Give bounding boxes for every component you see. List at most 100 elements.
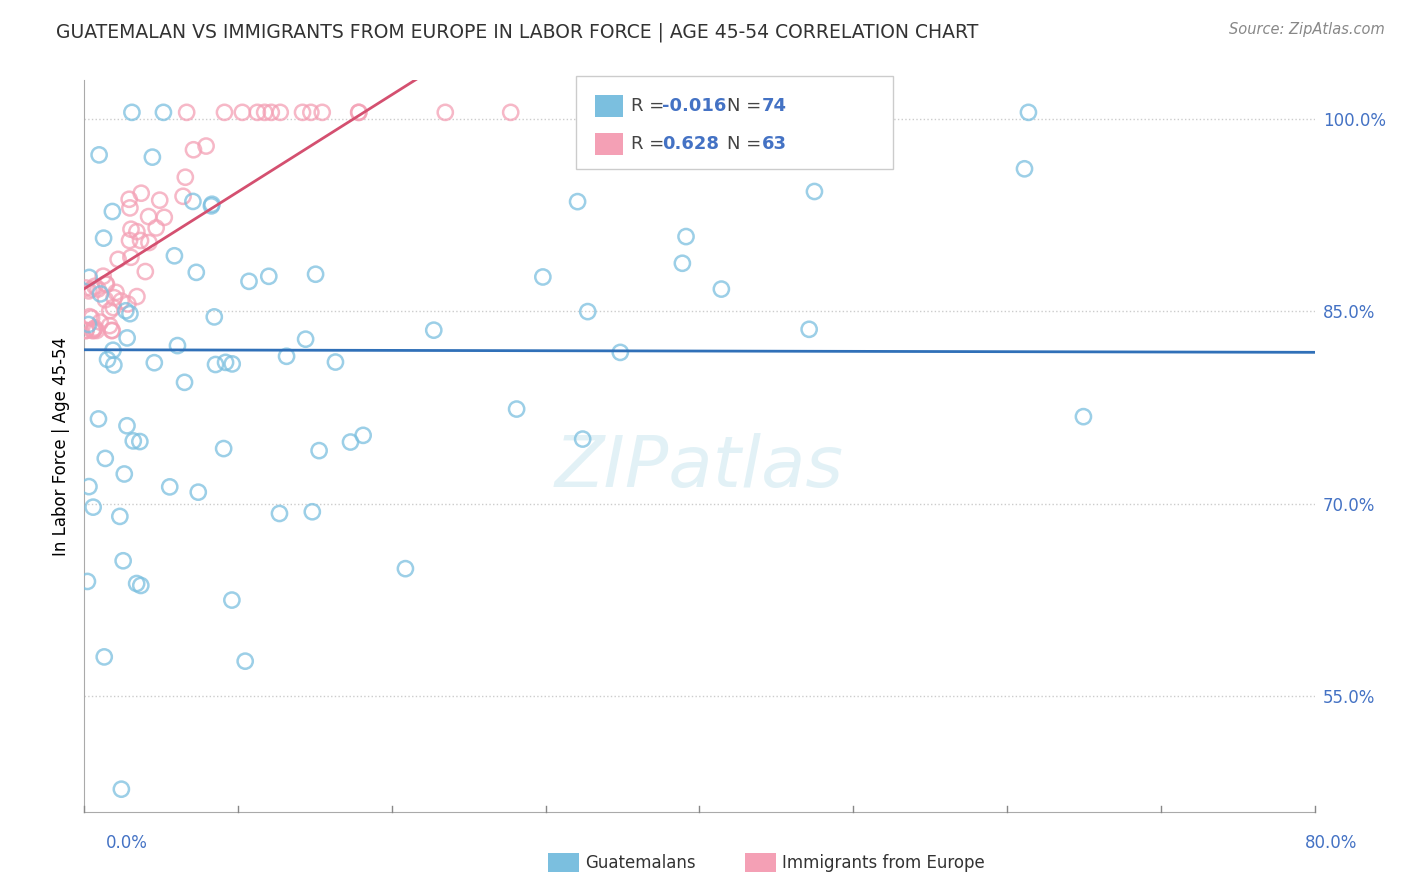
Point [134,264,156,278]
Point [103,358,125,372]
Point [183,143,205,157]
Point [101,324,124,338]
Point [204,358,226,372]
Point [98,318,121,333]
Point [212,442,235,456]
Point [276,349,298,363]
Y-axis label: In Labor Force | Age 45-54: In Labor Force | Age 45-54 [52,336,70,556]
Point [141,150,163,164]
Point [149,193,172,207]
Point [98,303,121,318]
Point [80,282,103,296]
Text: Source: ZipAtlas.com: Source: ZipAtlas.com [1229,22,1385,37]
Point [675,229,697,244]
Text: N =: N = [727,96,766,114]
Point [233,654,256,668]
Point [347,105,370,120]
Point [299,105,322,120]
Text: 0.628: 0.628 [662,135,720,153]
Point [221,593,243,607]
Point [294,332,316,346]
Point [238,274,260,288]
Point [115,331,138,345]
Point [138,235,160,250]
Point [125,225,148,239]
Point [671,256,693,270]
Point [75,324,97,338]
Point [77,480,100,494]
Text: 63: 63 [762,135,787,153]
Point [253,105,276,120]
Point [120,222,142,236]
Point [75,324,97,338]
Text: R =: R = [631,96,671,114]
Point [301,505,323,519]
Point [173,376,195,390]
Point [163,249,186,263]
Point [77,318,100,332]
Point [82,324,104,338]
Text: 74: 74 [762,96,787,114]
Point [214,355,236,369]
Point [803,185,825,199]
Point [89,148,111,162]
Point [120,250,142,264]
Point [325,355,347,369]
Point [83,321,105,335]
Point [181,194,204,209]
Point [214,105,236,120]
Point [138,210,160,224]
Point [122,434,145,448]
Point [260,105,283,120]
Text: 80.0%: 80.0% [1305,834,1357,852]
Text: N =: N = [727,135,766,153]
Point [576,304,599,318]
Point [269,507,291,521]
Point [83,322,105,336]
Text: ZIPatlas: ZIPatlas [555,434,844,502]
Point [77,284,100,298]
Point [118,234,141,248]
Point [145,221,167,235]
Point [118,201,141,215]
Point [91,269,114,284]
Text: GUATEMALAN VS IMMIGRANTS FROM EUROPE IN LABOR FORCE | AGE 45-54 CORRELATION CHAR: GUATEMALAN VS IMMIGRANTS FROM EUROPE IN … [56,22,979,42]
Point [186,265,208,279]
Point [423,323,446,337]
Point [118,307,141,321]
Point [257,269,280,284]
Point [80,310,103,325]
Point [93,231,115,245]
Point [89,315,111,329]
Point [125,289,148,303]
Text: R =: R = [631,135,671,153]
Point [1017,105,1039,120]
Point [143,356,166,370]
Text: 0.0%: 0.0% [105,834,148,852]
Point [347,105,370,120]
Point [96,352,118,367]
Point [221,357,243,371]
Text: Guatemalans: Guatemalans [585,854,696,871]
Point [101,204,124,219]
Point [269,105,291,120]
Point [710,282,733,296]
Point [112,467,135,481]
Point [172,189,194,203]
Point [93,649,115,664]
Point [153,211,176,225]
Point [567,194,589,209]
Point [87,412,110,426]
Point [311,105,333,120]
Point [87,282,110,296]
Point [89,286,111,301]
Point [202,310,225,324]
Text: Immigrants from Europe: Immigrants from Europe [782,854,984,871]
Point [82,500,104,515]
Point [112,554,135,568]
Point [291,105,314,120]
Point [609,345,631,359]
Point [246,105,269,120]
Point [107,252,129,267]
Point [94,277,117,291]
